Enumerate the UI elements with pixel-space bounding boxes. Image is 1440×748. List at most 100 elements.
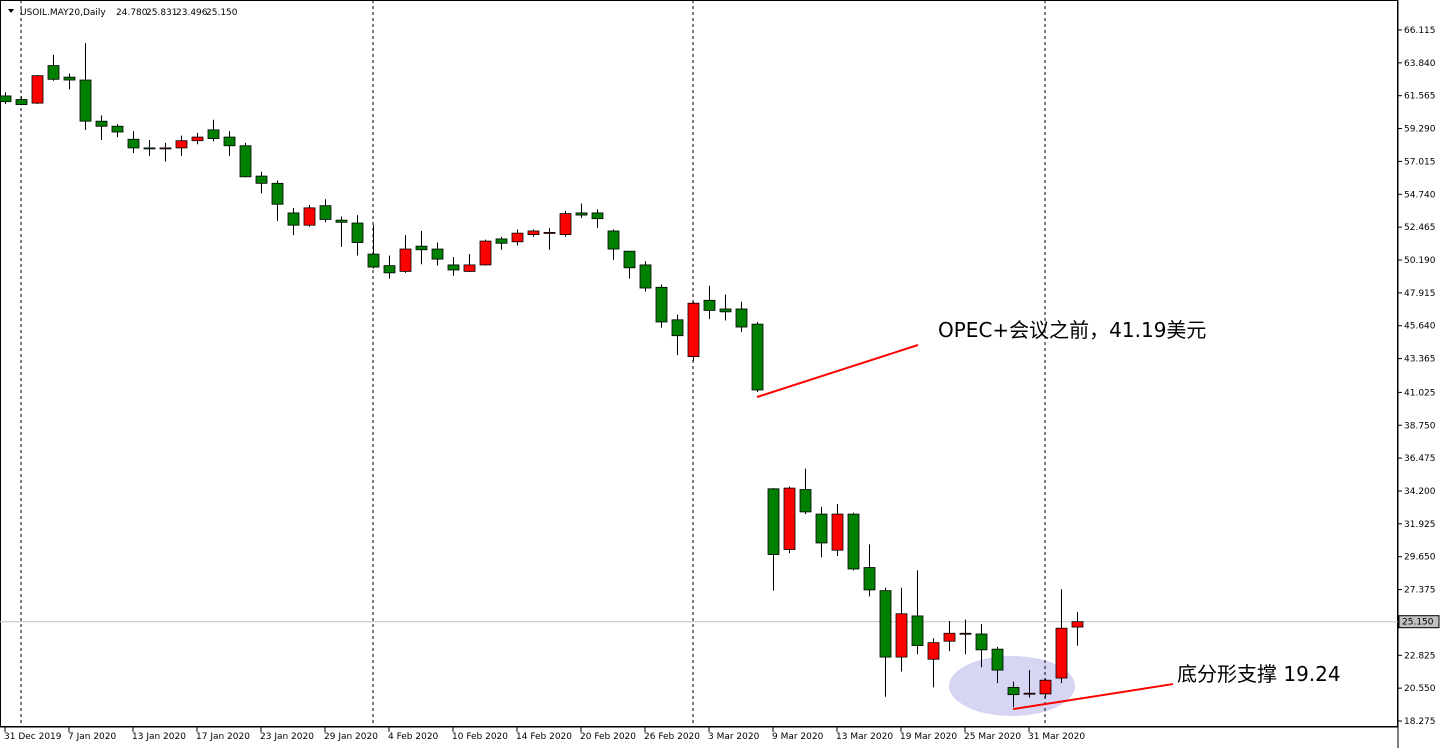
x-tick-label: 10 Feb 2020 [452,732,508,742]
candle-body [335,219,348,223]
x-tick-label: 17 Jan 2020 [196,732,250,742]
candle-body [687,302,700,358]
y-tick-label: 61.565 [1404,92,1436,102]
x-tick-label: 13 Jan 2020 [132,732,186,742]
candle-body [975,633,988,651]
candle-body [319,205,332,220]
last-price-box [1398,615,1440,629]
y-tick-label: 34.200 [1404,487,1436,497]
y-tick-label: 29.650 [1404,553,1436,563]
candle-body [559,213,572,235]
candle-body [0,95,12,103]
x-tick-label: 4 Feb 2020 [388,732,439,742]
candle-body [255,175,268,184]
candle-body [591,212,604,220]
candle-body [863,567,876,591]
annotation-text: OPEC+会议之前，41.19美元 [938,318,1206,342]
x-tick-label: 23 Jan 2020 [260,732,314,742]
candle-body [31,75,44,104]
x-tick-label: 26 Feb 2020 [644,732,700,742]
highlight-ellipse [949,656,1075,716]
candle-body [159,147,172,150]
y-tick-label: 38.750 [1404,421,1436,431]
x-tick-label: 19 Mar 2020 [900,732,957,742]
candle-body [527,230,540,235]
y-tick-label: 57.015 [1404,157,1436,167]
candle-body [399,248,412,272]
candle-body [655,286,668,323]
y-tick-label: 45.640 [1404,322,1436,332]
candle-body [799,489,812,513]
candle-body [111,125,124,133]
x-tick-label: 14 Feb 2020 [516,732,572,742]
candle-body [79,79,92,122]
candle-body [431,248,444,260]
candle-body [447,264,460,271]
y-tick-label: 47.915 [1404,289,1436,299]
candle-body [815,513,828,544]
candle-body [303,207,316,226]
header-value: 24.780 [116,8,148,18]
menu-triangle[interactable] [8,9,14,13]
candle-body [879,590,892,658]
x-tick-label: 7 Jan 2020 [68,732,116,742]
candle-body [143,147,156,150]
candle-body [383,265,396,274]
candle-body [127,138,140,149]
y-tick-label: 50.190 [1404,256,1436,266]
candle-body [735,308,748,328]
candle-body [63,76,76,81]
last-price-label: 25.150 [1402,618,1434,628]
candle-body [671,319,684,337]
annotation-line [756,344,919,398]
y-tick-label: 22.825 [1404,651,1436,661]
candle-body [639,264,652,289]
header-value: 25.831 [146,8,178,18]
x-tick-label: 3 Mar 2020 [708,732,760,742]
candle-body [415,245,428,251]
candle-body [911,615,924,646]
x-tick-label: 20 Feb 2020 [580,732,636,742]
y-tick-label: 63.840 [1404,59,1436,69]
candle-body [1007,687,1020,696]
candle-body [15,99,28,105]
candle-body [1023,692,1036,695]
candle-body [479,240,492,266]
candle-body [175,140,188,149]
candle-body [495,238,508,244]
annotation-text: 底分形支撑 19.24 [1177,662,1341,686]
y-tick-label: 43.365 [1404,355,1436,365]
candle-body [1055,627,1068,679]
y-tick-label: 59.290 [1404,125,1436,135]
y-tick-label: 41.025 [1404,388,1436,398]
candle-body [287,212,300,226]
candle-body [751,323,764,391]
candle-body [719,308,732,313]
candle-body [847,513,860,570]
candle-body [511,232,524,243]
x-tick-label: 13 Mar 2020 [836,732,893,742]
candle-body [95,120,108,127]
y-tick-label: 52.465 [1404,223,1436,233]
candle-body [191,136,204,142]
y-tick-label: 31.925 [1404,520,1436,530]
candle-body [367,253,380,268]
y-tick-label: 27.375 [1404,586,1436,596]
y-tick-label: 54.740 [1404,190,1436,200]
y-tick-label: 18.275 [1404,717,1436,727]
candle-body [463,264,476,272]
x-tick-label: 25 Mar 2020 [964,732,1021,742]
candle-body [271,182,284,205]
y-tick-label: 20.550 [1404,684,1436,694]
candle-body [831,513,844,551]
x-tick-label: 29 Jan 2020 [324,732,378,742]
header-value: 25.150 [206,8,238,18]
symbol-title: USOIL.MAY20,Daily [20,8,106,18]
candle-body [607,230,620,250]
candle-body [351,222,364,243]
header-value: 23.496 [176,8,208,18]
candle-body [543,232,556,234]
candle-body [623,250,636,269]
candle-body [239,145,252,178]
